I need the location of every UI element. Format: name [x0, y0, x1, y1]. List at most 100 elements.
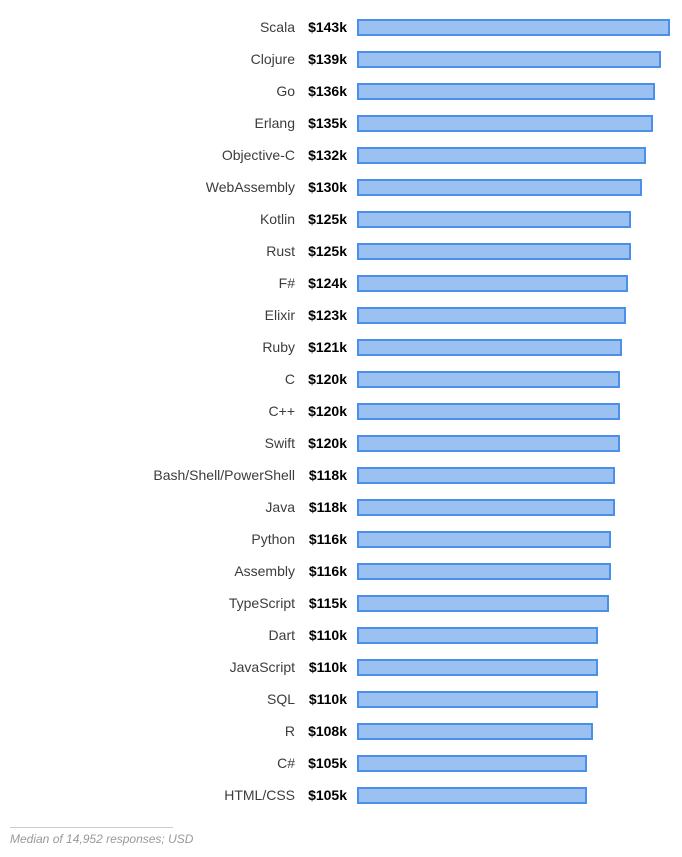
bar — [357, 466, 616, 484]
category-label: C++ — [268, 403, 295, 419]
chart-footnote: Median of 14,952 responses; USD — [10, 832, 194, 846]
value-label: $125k — [308, 211, 347, 227]
category-label: WebAssembly — [205, 179, 295, 195]
value-label: $124k — [308, 275, 347, 291]
bar — [357, 242, 631, 260]
category-label: C# — [277, 755, 295, 771]
category-label: Python — [251, 531, 295, 547]
category-label: Elixir — [264, 307, 295, 323]
chart-row: Scala $143k — [0, 11, 682, 43]
chart-row: TypeScript $115k — [0, 587, 682, 619]
value-label: $139k — [308, 51, 347, 67]
bar — [357, 658, 598, 676]
value-label: $120k — [308, 371, 347, 387]
bar — [357, 690, 598, 708]
category-label: F# — [278, 275, 295, 291]
category-label: Objective-C — [221, 147, 295, 163]
chart-row: C $120k — [0, 363, 682, 395]
value-label: $135k — [308, 115, 347, 131]
chart-row: JavaScript $110k — [0, 651, 682, 683]
chart-row: Erlang $135k — [0, 107, 682, 139]
value-label: $116k — [308, 563, 347, 579]
bar — [357, 146, 646, 164]
category-label: Dart — [268, 627, 295, 643]
value-label: $110k — [308, 627, 347, 643]
value-label: $115k — [308, 595, 347, 611]
value-label: $110k — [308, 659, 347, 675]
value-label: $108k — [308, 723, 347, 739]
category-label: Swift — [264, 435, 295, 451]
chart-row: SQL $110k — [0, 683, 682, 715]
chart-row: Objective-C $132k — [0, 139, 682, 171]
chart-row: C++ $120k — [0, 395, 682, 427]
category-label: HTML/CSS — [224, 787, 295, 803]
bar — [357, 594, 609, 612]
category-label: SQL — [266, 691, 295, 707]
bar — [357, 274, 629, 292]
category-label: Rust — [266, 243, 295, 259]
value-label: $143k — [308, 19, 347, 35]
category-label: Ruby — [262, 339, 295, 355]
bar — [357, 306, 627, 324]
chart-row: Python $116k — [0, 523, 682, 555]
bar — [357, 626, 598, 644]
chart-row: Kotlin $125k — [0, 203, 682, 235]
bar — [357, 722, 594, 740]
value-label: $120k — [308, 403, 347, 419]
category-label: Bash/Shell/PowerShell — [153, 467, 295, 483]
bar — [357, 178, 642, 196]
category-label: R — [284, 723, 295, 739]
bar — [357, 82, 655, 100]
bar — [357, 562, 611, 580]
chart-footnote-area: Median of 14,952 responses; USD — [10, 827, 682, 846]
value-label: $121k — [308, 339, 347, 355]
value-label: $116k — [308, 531, 347, 547]
chart-row: Swift $120k — [0, 427, 682, 459]
category-label: Kotlin — [259, 211, 295, 227]
category-label: JavaScript — [229, 659, 295, 675]
bar — [357, 370, 620, 388]
bar — [357, 210, 631, 228]
value-label: $123k — [308, 307, 347, 323]
chart-row: Elixir $123k — [0, 299, 682, 331]
bar — [357, 754, 587, 772]
value-label: $130k — [308, 179, 347, 195]
value-label: $105k — [308, 787, 347, 803]
bar — [357, 434, 620, 452]
bar — [357, 530, 611, 548]
category-label: Java — [265, 499, 295, 515]
value-label: $136k — [308, 83, 347, 99]
bar — [357, 50, 662, 68]
category-label: Erlang — [254, 115, 295, 131]
chart-row: Clojure $139k — [0, 43, 682, 75]
value-label: $125k — [308, 243, 347, 259]
bar — [357, 498, 616, 516]
bar — [357, 18, 670, 36]
value-label: $118k — [308, 499, 347, 515]
chart-row: Ruby $121k — [0, 331, 682, 363]
category-label: TypeScript — [228, 595, 295, 611]
category-label: Scala — [259, 19, 295, 35]
chart-row: R $108k — [0, 715, 682, 747]
chart-row: Assembly $116k — [0, 555, 682, 587]
value-label: $118k — [308, 467, 347, 483]
category-label: Go — [276, 83, 295, 99]
chart-row: F# $124k — [0, 267, 682, 299]
chart-row: WebAssembly $130k — [0, 171, 682, 203]
category-label: Clojure — [250, 51, 295, 67]
chart-row: Bash/Shell/PowerShell $118k — [0, 459, 682, 491]
value-label: $132k — [308, 147, 347, 163]
bar — [357, 338, 622, 356]
bar — [357, 402, 620, 420]
category-label: Assembly — [234, 563, 295, 579]
bar — [357, 786, 587, 804]
chart-rows: Scala $143k Clojure $139k Go $136k Erlang $135k… — [0, 11, 682, 811]
chart-row: Dart $110k — [0, 619, 682, 651]
chart-row: Java $118k — [0, 491, 682, 523]
value-label: $120k — [308, 435, 347, 451]
chart-row: HTML/CSS $105k — [0, 779, 682, 811]
value-label: $110k — [308, 691, 347, 707]
category-label: C — [284, 371, 295, 387]
chart-row: C# $105k — [0, 747, 682, 779]
